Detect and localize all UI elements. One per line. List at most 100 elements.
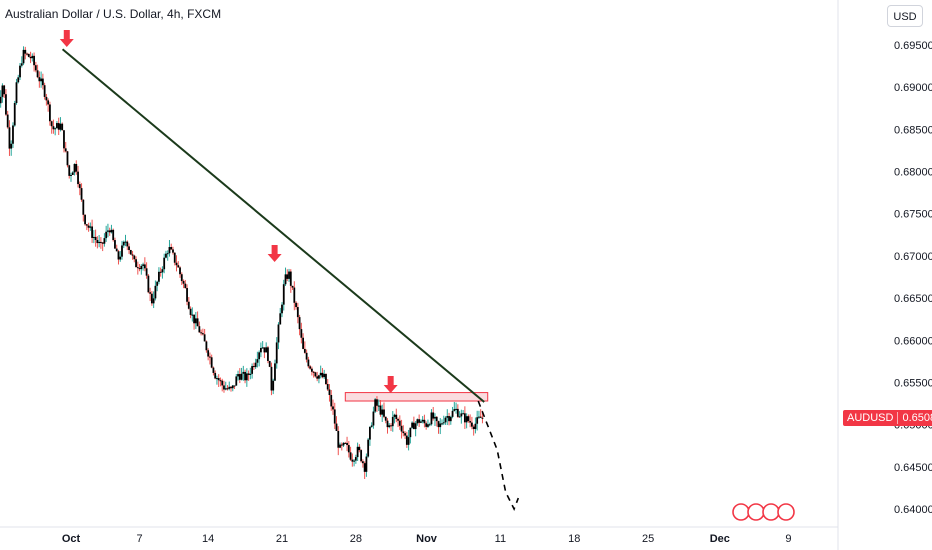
candle-body [435, 416, 438, 422]
candle-body [168, 247, 171, 254]
candle-body [143, 264, 146, 269]
candle-body [316, 376, 319, 379]
candle-body [439, 423, 442, 428]
candle-body [231, 385, 234, 389]
candle-body [203, 334, 206, 342]
candle-body [286, 274, 289, 279]
candle-body [187, 301, 190, 309]
candle-body [138, 268, 141, 270]
candle-body [172, 249, 174, 253]
candle-body [233, 385, 236, 387]
candle-body [386, 420, 389, 428]
candle-body [59, 123, 62, 130]
candle-body [84, 214, 86, 225]
candle-body [275, 342, 278, 364]
candle-body [47, 100, 50, 105]
candle-body [347, 445, 350, 453]
candles-layer [0, 46, 484, 480]
candle-body [128, 246, 130, 250]
candle-body [228, 386, 231, 389]
candle-body [61, 123, 64, 131]
candle-body [267, 347, 269, 361]
candle-body [156, 281, 159, 286]
time-tick-label: 21 [276, 533, 288, 545]
time-axis: Oct 7 14 21 28 Nov 11 18 25 Dec 9 [62, 533, 792, 545]
projection-path [477, 400, 520, 511]
economic-event-icon[interactable] [762, 503, 780, 521]
price-tick-label: 0.69500 [894, 40, 932, 52]
candle-body [159, 271, 162, 273]
candle-body [209, 356, 211, 358]
candle-body [175, 262, 178, 266]
candle-body [180, 274, 183, 282]
candle-body [131, 254, 134, 256]
down-arrow-marker [383, 376, 398, 393]
candle-body [339, 444, 341, 448]
candle-body [101, 242, 104, 244]
candle-body [182, 281, 185, 284]
candle-body [103, 238, 106, 244]
economic-event-icon[interactable] [732, 503, 750, 521]
candle-body [161, 269, 164, 273]
candle-body [224, 388, 227, 390]
candle-body [135, 259, 137, 268]
candle-body [8, 127, 11, 149]
candle-body [398, 420, 401, 426]
candle-body [107, 230, 109, 232]
candle-body [274, 363, 276, 381]
candle-body [166, 253, 169, 255]
candle-body [270, 366, 273, 391]
candle-body [22, 49, 25, 64]
candle-body [136, 267, 139, 269]
candle-body [312, 371, 315, 373]
candle-body [354, 457, 357, 461]
resistance-zone [344, 392, 489, 402]
candle-body [397, 418, 399, 421]
currency-button[interactable]: USD [887, 5, 923, 27]
candle-body [481, 417, 484, 419]
candle-body [437, 421, 440, 428]
candle-body [377, 405, 380, 407]
candle-body [170, 247, 173, 250]
economic-event-icon[interactable] [777, 503, 795, 521]
candle-body [94, 236, 97, 240]
candle-body [110, 229, 113, 233]
candle-body [219, 380, 222, 382]
candle-body [360, 450, 363, 462]
candle-body [245, 373, 248, 381]
candle-body [372, 411, 375, 426]
candle-body [158, 271, 160, 282]
candle-body [409, 427, 412, 438]
candle-body [154, 285, 157, 299]
time-tick-label: 25 [642, 533, 654, 545]
candle-body [323, 373, 326, 378]
candle-body [49, 104, 51, 122]
candle-body [272, 380, 275, 391]
event-icons[interactable] [732, 503, 795, 521]
candle-body [469, 421, 472, 423]
candle-body [10, 143, 13, 149]
candle-body [318, 375, 320, 379]
candle-body [126, 241, 129, 247]
candle-body [456, 408, 459, 417]
candle-body [446, 416, 449, 418]
candle-body [5, 94, 7, 115]
candle-body [20, 63, 23, 66]
candle-body [15, 82, 18, 104]
economic-event-icon[interactable] [747, 503, 765, 521]
candle-body [361, 461, 364, 464]
candle-body [1, 85, 4, 97]
candle-body [351, 459, 354, 462]
candle-body [13, 103, 16, 126]
candle-body [27, 53, 30, 57]
candle-body [89, 226, 92, 228]
candle-body [405, 435, 408, 445]
candle-body [455, 408, 457, 410]
candle-body [191, 314, 194, 316]
candle-body [34, 65, 37, 71]
candle-body [310, 368, 313, 372]
candle-body [41, 78, 44, 86]
price-tick-label: 0.68500 [894, 124, 932, 136]
